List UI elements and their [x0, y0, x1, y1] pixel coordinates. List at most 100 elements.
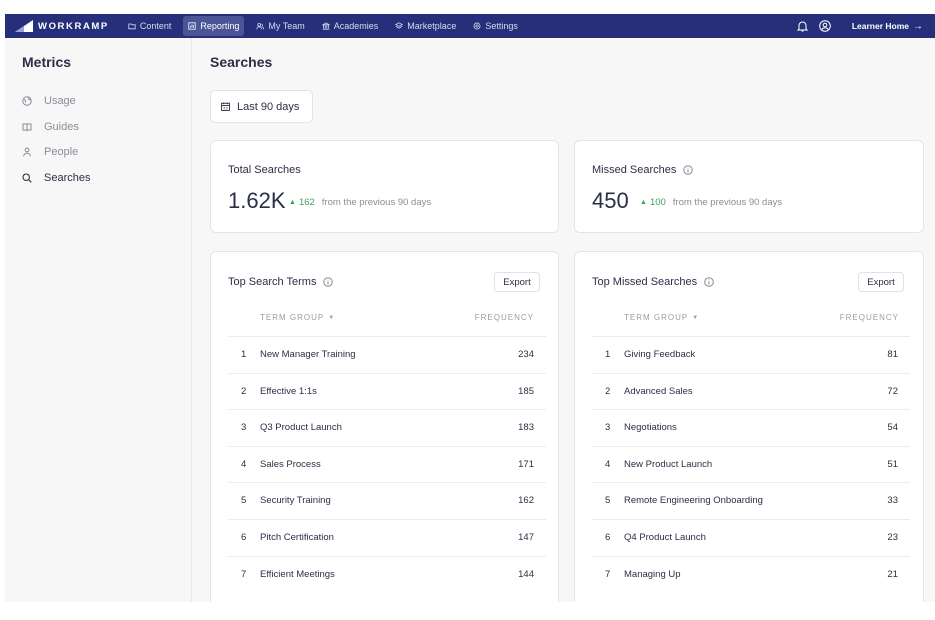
- sort-caret-icon: ▼: [328, 314, 336, 321]
- frequency-cell: 144: [518, 568, 534, 580]
- table-row[interactable]: 4 New Product Launch 51: [592, 445, 910, 483]
- frequency-cell: 21: [887, 568, 898, 580]
- sidebar-item-searches[interactable]: Searches: [22, 172, 90, 184]
- folder-icon: [128, 23, 136, 30]
- sidebar-title: Metrics: [22, 54, 72, 70]
- row-index: 6: [605, 532, 611, 543]
- nav-right: Learner Home →: [788, 19, 923, 33]
- frequency-cell: 81: [887, 349, 898, 360]
- nav-item-settings[interactable]: Settings: [468, 16, 523, 36]
- page-title: Searches: [210, 54, 273, 70]
- row-index: 1: [241, 349, 247, 360]
- user-circle-icon: [819, 20, 831, 32]
- top-nav: WORKRAMP Content Reporting My Team Acade…: [5, 14, 935, 38]
- delta-text: from the previous 90 days: [672, 197, 783, 208]
- table-title-text: Top Missed Searches: [592, 276, 698, 288]
- info-icon[interactable]: [683, 165, 694, 175]
- table-row[interactable]: 3 Negotiations 54: [592, 409, 910, 446]
- table-row[interactable]: 3 Q3 Product Launch 183: [228, 409, 546, 446]
- table-row[interactable]: 7 Managing Up 21: [592, 555, 910, 593]
- row-index: 7: [241, 568, 247, 580]
- table-row[interactable]: 5 Security Training 162: [228, 482, 546, 519]
- workramp-logo[interactable]: WORKRAMP: [15, 20, 109, 32]
- nav-item-marketplace[interactable]: Marketplace: [390, 16, 461, 36]
- arrow-right-icon: →: [913, 20, 923, 32]
- top-search-terms-title: Top Search Terms: [228, 276, 334, 288]
- table-row[interactable]: 2 Advanced Sales 72: [592, 372, 910, 410]
- term-group-header[interactable]: TERM GROUP ▼: [624, 313, 699, 322]
- logo-text: WORKRAMP: [38, 20, 109, 32]
- trend-up-icon: ▲: [289, 199, 296, 206]
- total-searches-delta: ▲ 162 from the previous 90 days: [289, 197, 431, 208]
- nav-item-reporting[interactable]: Reporting: [183, 16, 245, 36]
- sidebar-item-usage[interactable]: Usage: [22, 95, 76, 107]
- table-row[interactable]: 6 Q4 Product Launch 23: [592, 519, 910, 556]
- info-icon[interactable]: [704, 277, 714, 287]
- book-icon: [22, 123, 32, 132]
- nav-item-academies[interactable]: Academies: [317, 16, 384, 36]
- delta-value: 162: [298, 197, 315, 208]
- frequency-cell: 54: [887, 422, 898, 434]
- table-row[interactable]: 7 Efficient Meetings 144: [228, 555, 546, 593]
- nav-item-label: Content: [139, 21, 172, 31]
- term-group-cell: Effective 1:1s: [260, 385, 317, 397]
- table-row[interactable]: 1 New Manager Training 234: [228, 336, 546, 373]
- nav-item-label: My Team: [268, 21, 305, 31]
- row-index: 7: [605, 568, 611, 580]
- term-group-cell: Efficient Meetings: [260, 568, 335, 580]
- table-row[interactable]: 1 Giving Feedback 81: [592, 336, 910, 373]
- sidebar-item-label: People: [44, 146, 79, 158]
- term-group-cell: Giving Feedback: [624, 349, 696, 360]
- total-searches-card: Total Searches 1.62K ▲ 162 from the prev…: [210, 140, 559, 233]
- row-index: 1: [605, 349, 611, 360]
- term-group-cell: Sales Process: [260, 458, 321, 470]
- learner-home-link[interactable]: Learner Home →: [852, 21, 923, 32]
- column-header-label: TERM GROUP: [260, 313, 325, 322]
- marketplace-icon: [395, 22, 404, 29]
- app-frame: WORKRAMP Content Reporting My Team Acade…: [5, 14, 935, 602]
- sidebar-item-label: Searches: [44, 172, 91, 184]
- term-group-cell: New Product Launch: [624, 458, 713, 470]
- top-missed-searches-card: Top Missed Searches Export TERM GROUP ▼ …: [574, 251, 924, 602]
- sidebar-item-label: Usage: [44, 95, 76, 107]
- frequency-cell: 162: [518, 495, 534, 507]
- sidebar-item-label: Guides: [44, 121, 79, 133]
- term-group-header[interactable]: TERM GROUP ▼: [260, 313, 335, 322]
- trend-up-icon: ▲: [640, 199, 647, 206]
- nav-item-label: Academies: [333, 21, 379, 31]
- row-index: 5: [605, 495, 611, 507]
- sidebar-item-guides[interactable]: Guides: [22, 121, 79, 133]
- term-group-cell: Negotiations: [624, 422, 677, 434]
- frequency-cell: 147: [518, 532, 534, 543]
- frequency-header[interactable]: FREQUENCY: [475, 313, 534, 322]
- missed-searches-label: Missed Searches: [592, 164, 694, 176]
- delta-text: from the previous 90 days: [321, 197, 432, 208]
- team-icon: [256, 22, 265, 30]
- info-icon[interactable]: [323, 277, 334, 287]
- person-icon: [23, 147, 31, 157]
- frequency-header[interactable]: FREQUENCY: [840, 313, 899, 322]
- row-index: 4: [241, 458, 247, 470]
- nav-item-label: Reporting: [200, 21, 240, 31]
- stat-label-text: Missed Searches: [592, 164, 677, 176]
- export-button[interactable]: Export: [858, 272, 904, 292]
- date-range-button[interactable]: Last 90 days: [210, 90, 313, 123]
- profile-button[interactable]: [818, 19, 832, 33]
- sidebar-item-people[interactable]: People: [22, 146, 78, 158]
- missed-searches-value: 450: [592, 188, 629, 213]
- term-group-cell: Managing Up: [624, 568, 681, 580]
- nav-item-content[interactable]: Content: [123, 16, 177, 36]
- bell-icon: [797, 21, 809, 32]
- table-row[interactable]: 2 Effective 1:1s 185: [228, 372, 546, 410]
- table-row[interactable]: 4 Sales Process 171: [228, 445, 546, 483]
- term-group-cell: Pitch Certification: [260, 532, 334, 543]
- table-row[interactable]: 6 Pitch Certification 147: [228, 519, 546, 556]
- nav-item-my-team[interactable]: My Team: [251, 16, 309, 36]
- notifications-button[interactable]: [796, 19, 810, 33]
- export-button[interactable]: Export: [494, 272, 540, 292]
- date-range-label: Last 90 days: [237, 100, 300, 113]
- table-row[interactable]: 5 Remote Engineering Onboarding 33: [592, 482, 910, 519]
- learner-home-label: Learner Home: [851, 21, 909, 31]
- frequency-cell: 23: [887, 532, 898, 543]
- column-header-label: FREQUENCY: [474, 313, 534, 322]
